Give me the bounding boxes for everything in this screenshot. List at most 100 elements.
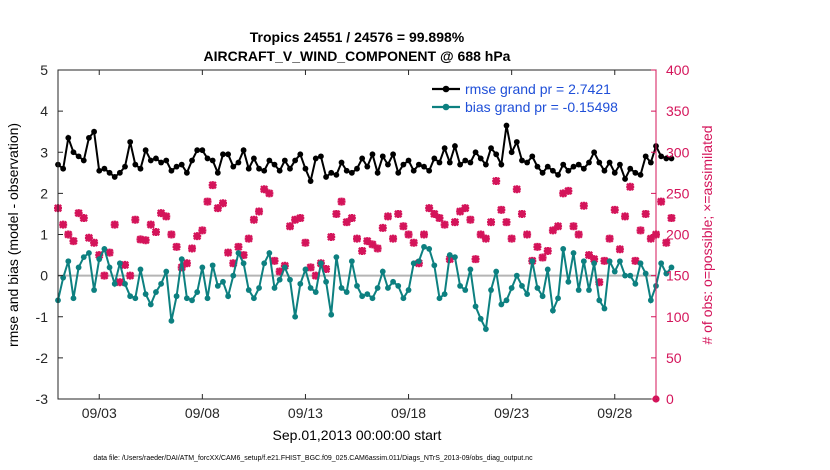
- rmse-data-point: [101, 165, 108, 172]
- rmse-data-point: [323, 174, 329, 180]
- bias-data-point: [395, 283, 402, 289]
- assimilated-count-marker: [636, 226, 645, 235]
- assimilated-count-marker: [476, 230, 485, 239]
- rmse-data-point: [199, 147, 206, 154]
- y-tick-label-left: 0: [40, 268, 48, 284]
- rmse-data-point: [647, 159, 654, 166]
- assimilated-count-marker: [141, 236, 150, 245]
- chart-subtitle: AIRCRAFT_V_WIND_COMPONENT @ 688 hPa: [204, 48, 511, 64]
- bias-data-point: [281, 264, 288, 271]
- y-tick-label-right: 150: [666, 268, 690, 284]
- rmse-data-point: [498, 161, 505, 168]
- bias-data-point: [204, 295, 211, 302]
- assimilated-count-marker: [322, 264, 331, 274]
- rmse-data-point: [503, 122, 510, 129]
- rmse-data-point: [204, 155, 211, 162]
- rmse-data-point: [183, 169, 190, 176]
- bias-data-point: [307, 285, 314, 291]
- rmse-data-point: [354, 165, 360, 172]
- bias-data-point: [524, 291, 531, 298]
- assimilated-count-marker: [492, 176, 501, 186]
- rmse-data-point: [86, 134, 92, 141]
- bias-data-point: [586, 287, 592, 293]
- assimilated-count-marker: [59, 220, 68, 229]
- assimilated-count-marker: [425, 204, 434, 213]
- bias-data-point: [606, 258, 613, 265]
- assimilated-count-marker: [466, 215, 475, 224]
- bias-data-point: [617, 258, 623, 265]
- rmse-data-point: [106, 169, 113, 176]
- bias-data-point: [328, 311, 335, 318]
- bias-data-point: [230, 272, 237, 279]
- assimilated-count-marker: [291, 215, 300, 224]
- assimilated-count-marker: [260, 185, 269, 194]
- assimilated-count-marker: [193, 232, 202, 241]
- bias-data-point: [142, 291, 149, 298]
- bias-data-point: [658, 260, 665, 267]
- bias-data-point: [462, 287, 469, 293]
- rmse-data-point: [214, 169, 221, 176]
- bias-data-point: [415, 258, 422, 265]
- y-tick-label-right: 300: [666, 144, 690, 160]
- rmse-data-point: [446, 159, 453, 166]
- legend: rmse grand pr = 2.7421 bias grand pr = -…: [425, 78, 651, 118]
- assimilated-count-marker: [456, 207, 465, 216]
- rmse-data-point: [555, 171, 561, 178]
- assimilated-count-marker: [296, 214, 305, 223]
- assimilated-count-marker: [157, 209, 166, 218]
- assimilated-count-marker: [187, 244, 197, 253]
- bias-data-point: [482, 326, 489, 332]
- bias-data-point: [441, 291, 448, 298]
- assimilated-count-marker: [311, 271, 320, 280]
- bias-data-point: [565, 278, 572, 285]
- y-tick-label-right: 350: [666, 103, 690, 119]
- rmse-data-point: [96, 167, 103, 174]
- assimilated-count-marker: [579, 201, 588, 210]
- rmse-data-point: [421, 163, 427, 170]
- rmse-data-point: [338, 159, 345, 166]
- assimilated-count-marker: [347, 214, 356, 223]
- rmse-data-point: [642, 153, 649, 160]
- bias-data-point: [209, 262, 216, 269]
- bias-data-point: [591, 260, 598, 267]
- rmse-data-point: [163, 157, 170, 164]
- bias-data-point: [256, 285, 262, 291]
- rmse-data-point: [549, 167, 556, 174]
- rmse-data-point: [276, 167, 283, 174]
- bias-data-point: [111, 280, 118, 287]
- rmse-data-point: [292, 157, 299, 164]
- rmse-data-point: [431, 155, 438, 162]
- rmse-data-point: [539, 169, 546, 176]
- assimilated-count-marker: [533, 242, 542, 251]
- x-tick-label: 09/28: [597, 405, 632, 421]
- rmse-data-point: [147, 157, 154, 164]
- assimilated-count-marker: [301, 238, 310, 247]
- rmse-data-point: [220, 151, 226, 158]
- assimilated-count-marker: [136, 235, 145, 244]
- rmse-data-point: [385, 161, 391, 168]
- rmse-data-point: [379, 153, 386, 160]
- assimilated-count-marker: [95, 251, 104, 260]
- rmse-data-point: [158, 159, 165, 166]
- bias-data-point: [199, 264, 206, 271]
- bias-data-point: [116, 260, 123, 267]
- bias-data-point: [549, 307, 556, 314]
- rmse-data-point: [307, 178, 314, 184]
- bias-data-point: [183, 295, 190, 302]
- legend-bias-label: bias grand pr = -0.15498: [465, 99, 618, 115]
- rmse-data-point: [271, 161, 278, 168]
- bias-data-point: [292, 313, 299, 320]
- assimilated-count-marker: [435, 214, 444, 223]
- bias-data-point: [472, 303, 479, 310]
- assimilated-count-marker: [657, 197, 666, 206]
- assimilated-count-marker: [249, 215, 258, 224]
- assimilated-count-marker: [213, 204, 222, 213]
- rmse-data-point: [132, 161, 139, 168]
- rmse-data-point: [467, 159, 474, 166]
- rmse-data-point: [318, 153, 324, 160]
- assimilated-count-marker: [64, 230, 73, 239]
- assimilated-count-marker: [373, 244, 382, 253]
- assimilated-count-marker: [605, 234, 614, 243]
- assimilated-count-marker: [461, 204, 470, 213]
- rmse-data-point: [591, 149, 598, 156]
